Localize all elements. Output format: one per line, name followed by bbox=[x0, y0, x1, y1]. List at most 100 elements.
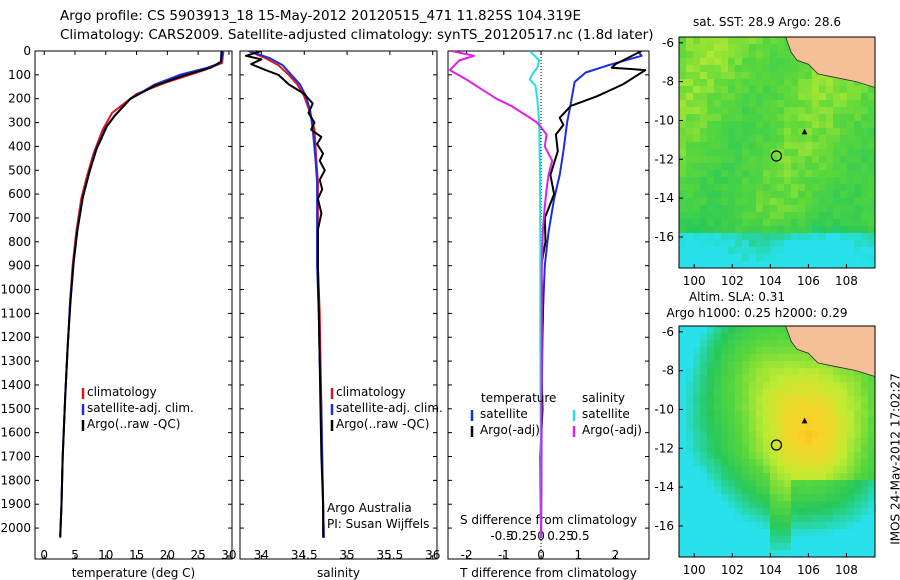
sla-map-cell bbox=[868, 480, 875, 488]
sst-map-cell bbox=[777, 128, 785, 136]
sst-map-cell bbox=[833, 79, 841, 87]
sst-map-cell bbox=[868, 254, 875, 262]
sst-map-cell bbox=[812, 72, 820, 80]
sla-map-cell bbox=[840, 543, 848, 551]
sst-map-cell bbox=[805, 128, 813, 136]
sst-map-cell bbox=[784, 205, 792, 213]
sla-map-cell bbox=[742, 347, 750, 355]
sst-map-cell bbox=[679, 156, 687, 164]
sla-map-cell bbox=[798, 389, 806, 397]
sla-map-cell bbox=[847, 529, 855, 537]
sst-map-cell bbox=[742, 128, 750, 136]
sst-map-cell bbox=[721, 226, 729, 234]
sla-map-cell bbox=[854, 382, 862, 390]
sst-map-cell bbox=[826, 247, 834, 255]
sst-map-cell bbox=[728, 44, 736, 52]
sst-map-cell bbox=[791, 163, 799, 171]
sst-map-cell bbox=[686, 142, 694, 150]
sla-map-lat-label: -8 bbox=[662, 364, 674, 378]
sst-map-cell bbox=[868, 135, 875, 143]
sla-map-cell bbox=[840, 515, 848, 523]
sst-map-cell bbox=[679, 261, 687, 268]
sst-map-lon-label: 102 bbox=[721, 274, 744, 288]
sst-map-cell bbox=[777, 254, 785, 262]
sla-map-cell bbox=[847, 473, 855, 481]
sst-map-cell bbox=[728, 149, 736, 157]
sla-map-cell bbox=[700, 522, 708, 530]
sla-map-cell bbox=[763, 445, 771, 453]
sst-map-cell bbox=[742, 121, 750, 129]
sla-map-cell bbox=[714, 340, 722, 348]
sla-map-cell bbox=[868, 424, 875, 432]
sst-map-cell bbox=[805, 170, 813, 178]
sst-map-cell bbox=[798, 184, 806, 192]
sst-map-cell bbox=[847, 135, 855, 143]
sla-map-cell bbox=[700, 445, 708, 453]
sla-map-cell bbox=[777, 501, 785, 509]
sst-map-cell bbox=[868, 219, 875, 227]
sla-map-cell bbox=[749, 361, 757, 369]
sst-map-cell bbox=[707, 205, 715, 213]
sst-map-cell bbox=[749, 219, 757, 227]
sla-map-cell bbox=[721, 501, 729, 509]
sla-map-cell bbox=[854, 368, 862, 376]
sst-map-cell bbox=[714, 261, 722, 268]
sla-map-cell bbox=[707, 354, 715, 362]
sst-map-cell bbox=[756, 226, 764, 234]
sst-map-cell bbox=[805, 121, 813, 129]
sla-map-cell bbox=[833, 389, 841, 397]
sst-map-cell bbox=[679, 247, 687, 255]
sst-map-cell bbox=[812, 79, 820, 87]
sst-map-cell bbox=[812, 198, 820, 206]
diff-line-cyan bbox=[528, 51, 543, 538]
sst-map-cell bbox=[784, 226, 792, 234]
sst-map-cell bbox=[749, 233, 757, 241]
sst-map-cell bbox=[728, 37, 736, 45]
sla-map-cell bbox=[854, 466, 862, 474]
sla-map-cell bbox=[679, 529, 687, 537]
sla-map-cell bbox=[833, 522, 841, 530]
sla-map-cell bbox=[700, 375, 708, 383]
sst-map-cell bbox=[798, 135, 806, 143]
sst-map-cell bbox=[693, 93, 701, 101]
sst-map-cell bbox=[763, 156, 771, 164]
sla-map-cell bbox=[868, 375, 875, 383]
sla-map-cell bbox=[749, 543, 757, 551]
sla-map-cell bbox=[812, 368, 820, 376]
sst-map-cell bbox=[805, 247, 813, 255]
sst-map-cell bbox=[861, 135, 869, 143]
sst-map-cell bbox=[714, 163, 722, 171]
sla-map-cell bbox=[693, 466, 701, 474]
sla-map-cell bbox=[693, 536, 701, 544]
sla-map-cell bbox=[840, 375, 848, 383]
sla-map-cell bbox=[735, 375, 743, 383]
sla-map-cell bbox=[847, 424, 855, 432]
sla-map-cell bbox=[861, 536, 869, 544]
sla-map-cell bbox=[763, 494, 771, 502]
sst-map-cell bbox=[784, 79, 792, 87]
sla-map-cell bbox=[777, 417, 785, 425]
sla-map-cell bbox=[826, 403, 834, 411]
sst-map-cell bbox=[770, 135, 778, 143]
sst-map-cell bbox=[819, 205, 827, 213]
sst-map-cell bbox=[819, 163, 827, 171]
sst-map-cell bbox=[812, 156, 820, 164]
sla-map-cell bbox=[798, 494, 806, 502]
sst-map-cell bbox=[819, 170, 827, 178]
sla-map-cell bbox=[819, 494, 827, 502]
sst-map-cell bbox=[777, 79, 785, 87]
sla-map-cell bbox=[749, 522, 757, 530]
diff-legend-temperature-label: Argo(-adj) bbox=[480, 423, 540, 437]
sst-map-cell bbox=[714, 121, 722, 129]
sal-xlabel: salinity bbox=[317, 566, 360, 580]
sst-map-cell bbox=[847, 226, 855, 234]
sst-map-cell bbox=[791, 254, 799, 262]
sla-map-cell bbox=[812, 466, 820, 474]
depth-tick-label: 0 bbox=[23, 44, 31, 58]
sla-map-cell bbox=[868, 382, 875, 390]
sla-map-cell bbox=[770, 508, 778, 516]
sla-map-cell bbox=[784, 431, 792, 439]
sla-map-cell bbox=[868, 452, 875, 460]
timestamp: IMOS 24-May-2012 17:02:27 bbox=[888, 373, 900, 545]
sst-map-cell bbox=[735, 177, 743, 185]
